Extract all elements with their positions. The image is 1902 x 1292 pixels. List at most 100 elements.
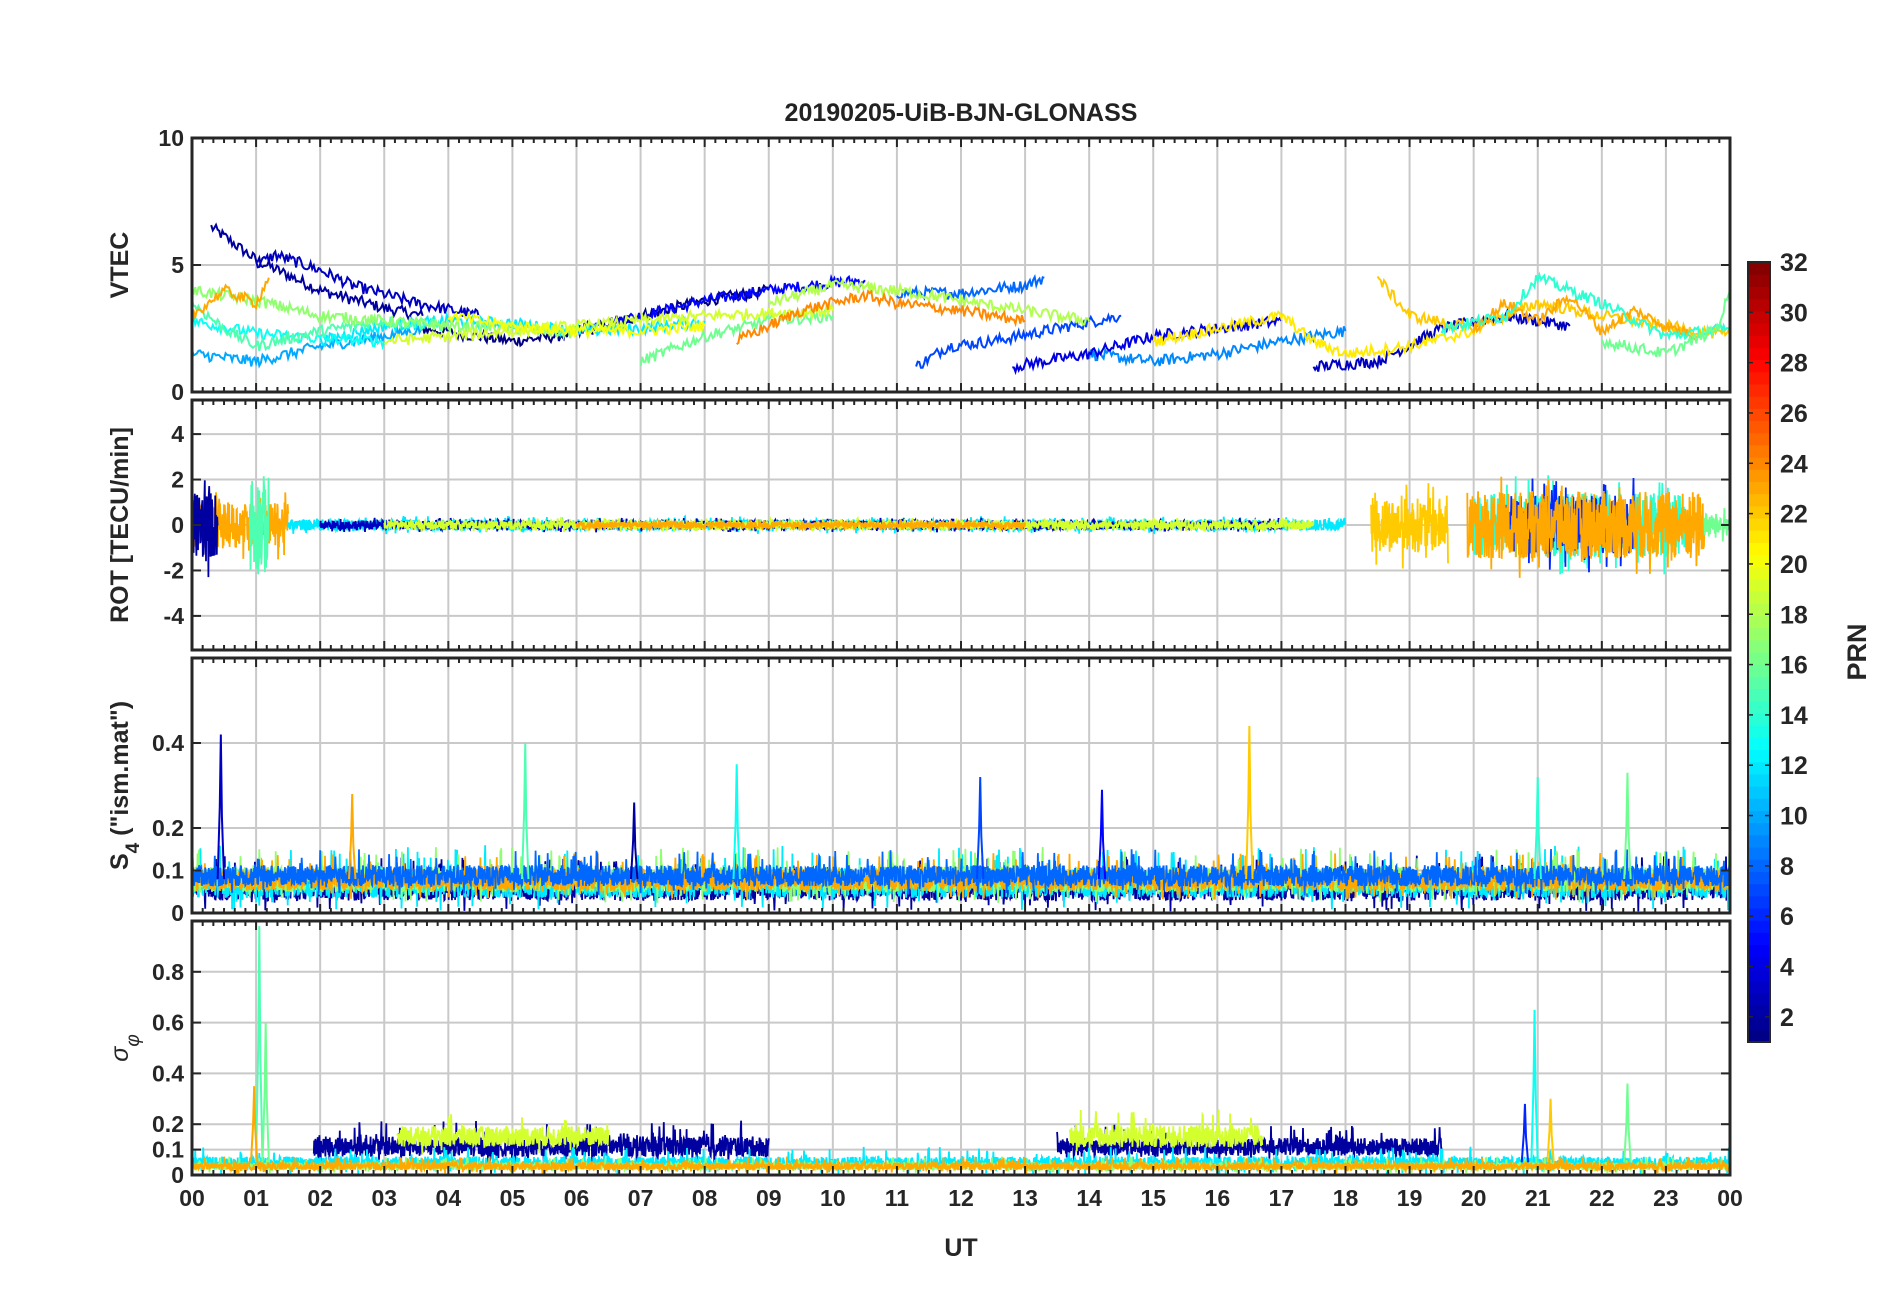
- y-axis-label: ROT [TECU/min]: [106, 427, 134, 623]
- x-tick-label: 00: [179, 1185, 205, 1211]
- colorbar-segment: [1748, 591, 1770, 604]
- spike-prn-16: [261, 1022, 270, 1163]
- colorbar-segment: [1748, 847, 1770, 860]
- y-axis-label: VTEC: [106, 232, 134, 299]
- x-tick-label: 12: [948, 1185, 974, 1211]
- colorbar-segment: [1748, 627, 1770, 641]
- series-line-prn-23: [192, 277, 270, 322]
- panel-sigma-phi: 00.10.2 0.4 0.6 0.8 σφ: [106, 919, 1732, 1188]
- y-tick-label: 0: [171, 1162, 184, 1188]
- y-tick-label: 0.4: [152, 1060, 184, 1086]
- spike-prn-2: [629, 802, 639, 880]
- y-tick-label: 4: [171, 421, 184, 447]
- noise-trace-prn-12: [192, 1146, 1730, 1175]
- colorbar-segment: [1748, 1029, 1770, 1043]
- series-line-prn-9: [1088, 324, 1347, 367]
- colorbar-segment: [1748, 359, 1770, 373]
- x-tick-label: 05: [500, 1185, 526, 1211]
- colorbar-tick-label: 22: [1780, 501, 1808, 529]
- colorbar-segment: [1748, 737, 1770, 751]
- colorbar-segment: [1748, 895, 1770, 909]
- chart-title: 20190205-UiB-BJN-GLONASS: [785, 99, 1138, 127]
- colorbar-segment: [1748, 396, 1770, 409]
- colorbar-segment: [1748, 725, 1770, 738]
- colorbar-segment: [1748, 749, 1770, 763]
- series-line-prn-24: [736, 289, 1026, 345]
- colorbar-segment: [1748, 907, 1770, 921]
- series-line-prn-8: [896, 274, 1045, 302]
- colorbar-segment: [1748, 578, 1770, 592]
- colorbar-segment: [1748, 444, 1770, 458]
- colorbar-tick-label: 30: [1780, 299, 1808, 327]
- colorbar-tick-label: 4: [1780, 954, 1794, 982]
- colorbar-frame: [1747, 261, 1771, 1043]
- colorbar-segment: [1748, 371, 1770, 385]
- spike-prn-23: [348, 793, 357, 880]
- colorbar-segment: [1748, 493, 1770, 507]
- colorbar-tick-label: 8: [1780, 853, 1794, 881]
- colorbar-segment: [1748, 639, 1770, 653]
- colorbar-segment: [1748, 712, 1770, 726]
- colorbar-tick-label: 20: [1780, 551, 1808, 579]
- colorbar-segment: [1748, 920, 1770, 933]
- colorbar-segment: [1748, 262, 1770, 275]
- y-axis-label: σφ: [106, 1034, 144, 1061]
- x-tick-label: 08: [692, 1185, 718, 1211]
- noise-trace-prn-22: [1370, 483, 1449, 569]
- colorbar-segment: [1748, 517, 1770, 531]
- colorbar-segment: [1748, 481, 1770, 495]
- colorbar-tick-label: 14: [1780, 702, 1808, 730]
- x-tick-label: 23: [1653, 1185, 1679, 1211]
- series-line-prn-20: [447, 310, 706, 341]
- colorbar-segment: [1748, 810, 1770, 824]
- y-tick-label: 0: [171, 379, 184, 405]
- colorbar-segment: [1748, 688, 1770, 702]
- spike-prn-16: [1623, 772, 1632, 880]
- x-tick-label: 18: [1333, 1185, 1359, 1211]
- x-tick-label: 15: [1140, 1185, 1166, 1211]
- colorbar-segment: [1748, 798, 1770, 812]
- colorbar-segment: [1748, 505, 1770, 519]
- x-tick-label: 00: [1717, 1185, 1743, 1211]
- series-line-prn-23: [1472, 294, 1699, 341]
- noise-trace-prn-19: [396, 1114, 610, 1155]
- colorbar-segment: [1748, 603, 1770, 617]
- colorbar-segment: [1748, 566, 1770, 580]
- y-tick-label: 5: [171, 252, 184, 278]
- series-line-prn-17: [192, 285, 578, 341]
- spike-prn-22: [1245, 725, 1254, 880]
- colorbar-segment: [1748, 883, 1770, 897]
- colorbar-segment: [1748, 554, 1770, 568]
- y-tick-label: 0.8: [152, 959, 184, 985]
- colorbar-segment: [1748, 1017, 1770, 1031]
- colorbar-segment: [1748, 834, 1770, 848]
- y-tick-label: -4: [164, 603, 185, 629]
- colorbar-segment: [1748, 298, 1770, 312]
- noise-trace-prn-19: [1069, 1109, 1264, 1152]
- colorbar-segment: [1748, 822, 1770, 836]
- colorbar-segment: [1748, 932, 1770, 946]
- colorbar-segment: [1748, 676, 1770, 690]
- x-tick-label: 03: [371, 1185, 397, 1211]
- colorbar-segment: [1748, 530, 1770, 543]
- spike-prn-6: [1520, 1103, 1530, 1163]
- y-tick-label: 0.1: [152, 1137, 184, 1163]
- colorbar-segment: [1748, 335, 1770, 348]
- colorbar-tick-label: 28: [1780, 350, 1808, 378]
- x-tick-label: 04: [436, 1185, 462, 1211]
- series-line-prn-2: [210, 222, 424, 321]
- colorbar-segment: [1748, 542, 1770, 556]
- colorbar-tick-label: 6: [1780, 903, 1794, 931]
- colorbar-segment: [1748, 615, 1770, 629]
- spike-prn-15: [255, 926, 264, 1163]
- series-line-prn-16: [639, 307, 834, 367]
- spike-prn-23: [249, 1086, 259, 1163]
- colorbar-segment: [1748, 993, 1770, 1007]
- spike-prn-15: [521, 742, 530, 880]
- y-tick-label: 0.4: [152, 730, 184, 756]
- x-tick-label: 17: [1269, 1185, 1295, 1211]
- x-axis-label: UT: [944, 1234, 977, 1262]
- y-tick-label: 0.1: [152, 858, 184, 884]
- x-tick-label: 02: [307, 1185, 333, 1211]
